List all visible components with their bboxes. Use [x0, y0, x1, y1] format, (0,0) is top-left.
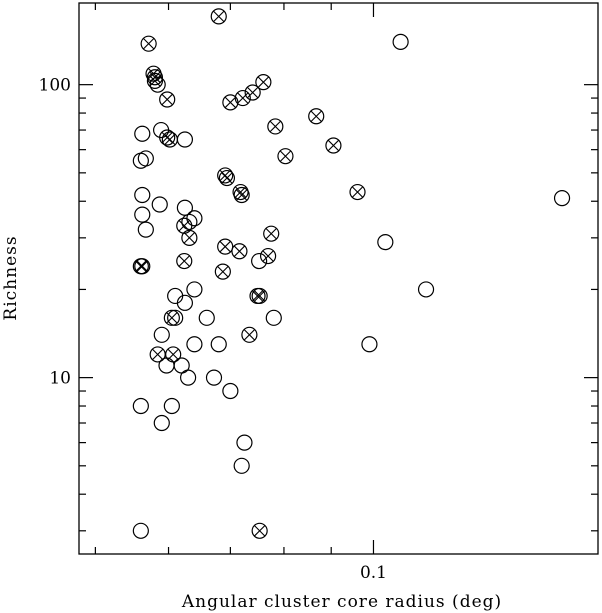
crossed-circle-point — [234, 89, 251, 107]
open-circle-point — [361, 336, 378, 353]
open-circle-point — [153, 326, 170, 343]
open-circle-point — [186, 281, 203, 298]
open-circle-point — [137, 221, 154, 238]
crossed-circle-point — [259, 247, 277, 265]
open-circle-point — [236, 434, 253, 451]
open-circle-point — [176, 131, 194, 148]
open-circle-point — [167, 287, 184, 305]
crossed-circle-point — [255, 74, 272, 91]
x-axis-label: Angular cluster core radius (deg) — [181, 592, 502, 612]
crossed-circle-point — [349, 183, 366, 201]
x-tick-label: 0.1 — [360, 563, 387, 583]
open-circle-point — [134, 125, 151, 142]
crossed-circle-point — [308, 108, 325, 125]
y-tick-label: 100 — [39, 76, 71, 96]
crossed-circle-point — [251, 287, 268, 305]
axis-ticks — [79, 3, 598, 554]
crossed-circle-point — [251, 522, 268, 539]
open-circle-point — [186, 210, 203, 227]
open-circle-point — [181, 213, 198, 231]
crossed-circle-point — [218, 169, 236, 187]
crossed-circle-point — [214, 263, 231, 280]
open-circle-point — [132, 522, 149, 539]
open-circle-point — [176, 294, 194, 311]
crossed-circle-point — [176, 217, 193, 234]
open-circle-point — [180, 369, 197, 386]
crossed-circle-point — [325, 137, 342, 154]
open-circle-point — [210, 336, 227, 353]
open-circle-point — [153, 414, 170, 432]
tick-labels: 10 100 0.1 — [39, 76, 387, 583]
crossed-circle-point — [159, 91, 176, 108]
open-circle-point — [132, 397, 149, 415]
y-tick-label: 10 — [49, 369, 71, 389]
crossed-circle-point — [231, 243, 248, 260]
crossed-circle-point — [163, 309, 180, 326]
plot-frame — [78, 2, 599, 555]
open-circle-point — [153, 121, 170, 139]
open-circle-point — [137, 150, 154, 167]
open-circle-point — [163, 397, 180, 415]
open-circle-point — [417, 281, 435, 298]
open-circle-point — [205, 369, 223, 386]
open-circle-point — [251, 252, 268, 270]
open-circle-point — [151, 196, 168, 213]
y-axis-label: Richness — [1, 235, 21, 320]
data-points — [132, 8, 571, 539]
crossed-circle-point — [149, 346, 166, 363]
open-circle-point — [158, 357, 175, 374]
crossed-circle-point — [132, 258, 149, 275]
crossed-circle-point — [165, 346, 182, 363]
open-circle-point — [134, 186, 151, 204]
open-circle-point — [176, 199, 194, 216]
open-circle-point — [222, 382, 239, 400]
crossed-circle-point — [140, 35, 157, 52]
open-circle-point — [377, 234, 394, 251]
crossed-circle-point — [263, 225, 280, 242]
open-circle-point — [553, 190, 571, 207]
crossed-circle-point — [277, 148, 294, 165]
open-circle-point — [149, 76, 166, 93]
open-circle-point — [198, 309, 215, 326]
crossed-circle-point — [244, 84, 261, 101]
crossed-circle-point — [267, 118, 284, 135]
crossed-circle-point — [217, 238, 234, 255]
crossed-circle-point — [210, 8, 227, 25]
open-circle-point — [392, 33, 409, 50]
crossed-circle-point — [217, 167, 234, 184]
crossed-circle-point — [232, 183, 249, 201]
open-circle-point — [186, 336, 203, 353]
crossed-circle-point — [241, 326, 258, 343]
open-circle-point — [233, 457, 250, 474]
open-circle-point — [265, 309, 282, 326]
crossed-circle-point — [176, 252, 193, 270]
crossed-circle-point — [181, 229, 198, 246]
crossed-circle-point — [134, 258, 151, 275]
open-circle-point — [167, 309, 184, 326]
open-circle-point — [134, 206, 151, 223]
